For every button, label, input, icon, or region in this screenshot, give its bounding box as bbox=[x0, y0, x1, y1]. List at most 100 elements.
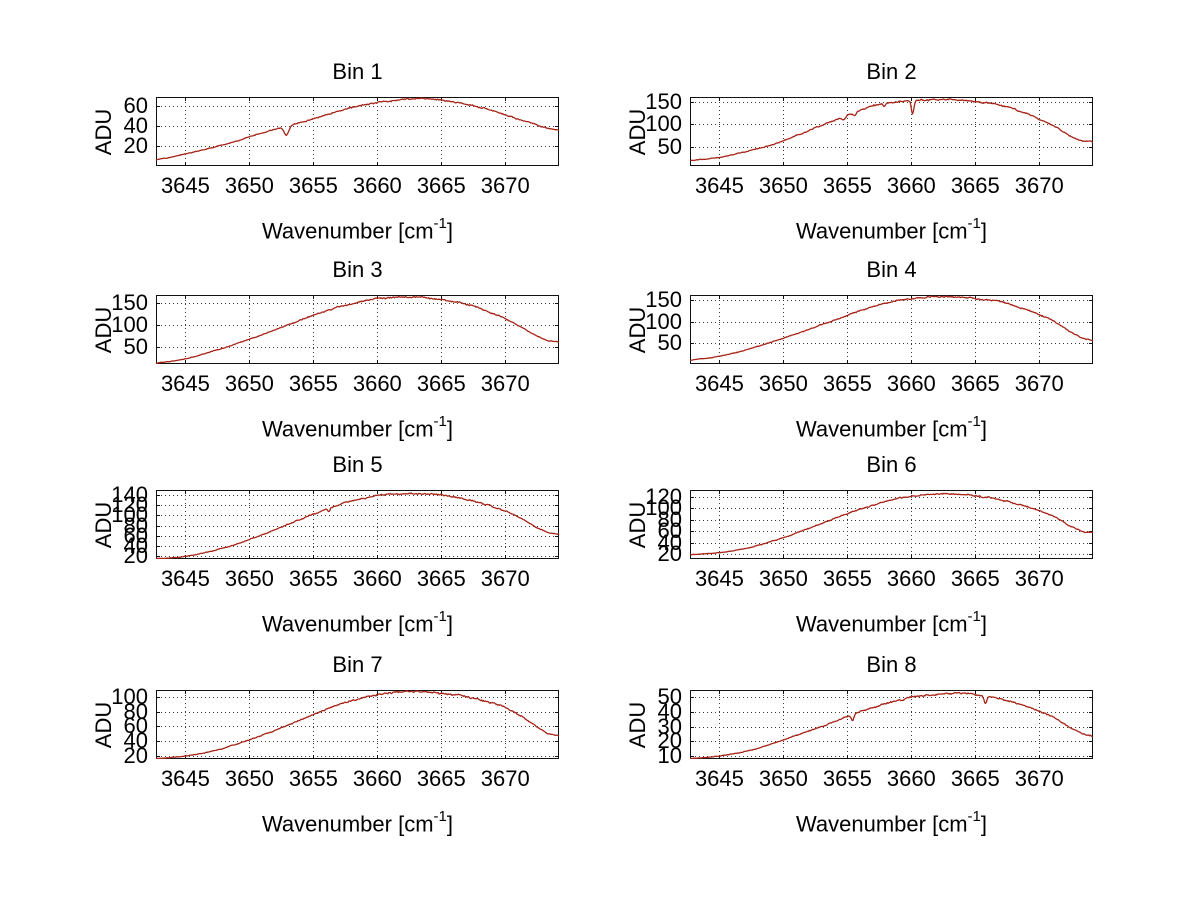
x-axis-label-text: Wavenumber [cm bbox=[261, 416, 434, 442]
y-tick-label: 20 bbox=[657, 541, 682, 567]
y-tick-label: 150 bbox=[645, 88, 682, 114]
x-tick-label: 3660 bbox=[886, 173, 936, 198]
y-tick-label: 100 bbox=[645, 308, 682, 334]
x-tick-label: 3650 bbox=[758, 371, 808, 396]
data-line bbox=[690, 98, 1094, 162]
y-tick-label: 80 bbox=[123, 698, 148, 724]
plot-canvas bbox=[156, 490, 560, 560]
x-axis-label-bracket: ] bbox=[980, 218, 988, 244]
x-axis-label: Wavenumber [cm-1] bbox=[156, 410, 559, 443]
x-axis-label-text: Wavenumber [cm bbox=[795, 611, 968, 637]
x-tick-label: 3655 bbox=[288, 371, 338, 396]
y-tick-label: 40 bbox=[123, 113, 148, 138]
x-tick-label: 3670 bbox=[1014, 173, 1064, 198]
x-tick-label: 3670 bbox=[480, 371, 530, 396]
gridlines bbox=[157, 296, 558, 363]
y-tick-label: 20 bbox=[123, 133, 148, 158]
x-axis-label-superscript: -1 bbox=[967, 413, 981, 430]
x-axis-label-bracket: ] bbox=[980, 611, 988, 637]
tick-marks bbox=[156, 690, 559, 759]
x-tick-label: 3650 bbox=[758, 566, 808, 591]
axes-box bbox=[690, 97, 1093, 166]
data-line bbox=[690, 691, 1094, 760]
x-axis-label-superscript: -1 bbox=[433, 413, 447, 430]
y-tick-label: 40 bbox=[657, 699, 682, 725]
data-line bbox=[156, 689, 560, 760]
x-axis-label-superscript: -1 bbox=[967, 608, 981, 625]
y-tick-label: 150 bbox=[645, 287, 682, 313]
data-line bbox=[156, 492, 560, 560]
x-tick-label: 3665 bbox=[416, 766, 466, 791]
x-tick-label: 3665 bbox=[950, 173, 1000, 198]
x-axis-label-bracket: ] bbox=[980, 811, 988, 837]
x-axis-label-bracket: ] bbox=[446, 611, 454, 637]
y-tick-label: 120 bbox=[111, 491, 148, 517]
x-tick-label: 3645 bbox=[160, 566, 210, 591]
x-tick-label: 3650 bbox=[224, 371, 274, 396]
x-tick-label: 3665 bbox=[416, 173, 466, 198]
y-tick-label: 10 bbox=[657, 743, 682, 769]
y-tick-label: 40 bbox=[657, 529, 682, 555]
y-tick-label: 150 bbox=[111, 290, 148, 316]
plot-canvas bbox=[155, 97, 560, 166]
x-tick-label: 3660 bbox=[352, 566, 402, 591]
x-tick-label: 3665 bbox=[416, 566, 466, 591]
x-tick-label: 3650 bbox=[224, 566, 274, 591]
y-tick-label: 60 bbox=[123, 93, 148, 118]
data-line bbox=[155, 295, 560, 365]
x-tick-label: 3650 bbox=[758, 766, 808, 791]
plot-canvas bbox=[689, 490, 1094, 559]
x-tick-label: 3665 bbox=[950, 566, 1000, 591]
x-tick-label: 3665 bbox=[950, 766, 1000, 791]
y-tick-label: 40 bbox=[123, 533, 148, 559]
x-tick-label: 3655 bbox=[822, 766, 872, 791]
gridlines bbox=[691, 98, 1092, 165]
plot-canvas bbox=[156, 689, 560, 760]
x-tick-label: 3645 bbox=[694, 766, 744, 791]
axes-box bbox=[156, 295, 559, 364]
y-tick-label: 20 bbox=[123, 543, 148, 569]
x-axis-label-bracket: ] bbox=[446, 811, 454, 837]
x-axis-label-superscript: -1 bbox=[433, 808, 447, 825]
y-tick-label: 100 bbox=[111, 311, 148, 337]
x-tick-label: 3650 bbox=[758, 173, 808, 198]
x-axis-label-superscript: -1 bbox=[967, 808, 981, 825]
plot-canvas bbox=[689, 295, 1094, 364]
y-tick-label: 30 bbox=[657, 713, 682, 739]
x-tick-label: 3645 bbox=[160, 371, 210, 396]
y-tick-label: 60 bbox=[123, 522, 148, 548]
gridlines bbox=[691, 691, 1092, 758]
tick-marks bbox=[690, 295, 1093, 364]
y-tick-label: 100 bbox=[645, 495, 682, 521]
y-tick-label: 100 bbox=[111, 683, 148, 709]
y-tick-label: 60 bbox=[123, 713, 148, 739]
x-tick-label: 3655 bbox=[288, 173, 338, 198]
y-tick-label: 50 bbox=[657, 684, 682, 710]
plot-canvas bbox=[155, 295, 560, 365]
data-line bbox=[689, 492, 1094, 556]
subplot-title: Bin 4 bbox=[866, 257, 917, 282]
y-tick-label: 80 bbox=[657, 506, 682, 532]
y-tick-label: 50 bbox=[657, 330, 682, 356]
x-axis-label: Wavenumber [cm-1] bbox=[690, 410, 1093, 443]
x-axis-label-bracket: ] bbox=[446, 218, 454, 244]
y-tick-label: 40 bbox=[123, 728, 148, 754]
x-axis-label: Wavenumber [cm-1] bbox=[156, 805, 559, 838]
x-axis-label-text: Wavenumber [cm bbox=[261, 611, 434, 637]
tick-marks bbox=[156, 97, 559, 166]
x-tick-label: 3650 bbox=[224, 766, 274, 791]
x-tick-label: 3670 bbox=[480, 173, 530, 198]
x-axis-label: Wavenumber [cm-1] bbox=[690, 212, 1093, 245]
axes-box bbox=[690, 690, 1093, 759]
y-tick-label: 20 bbox=[657, 728, 682, 754]
gridlines bbox=[157, 491, 558, 558]
x-tick-label: 3660 bbox=[352, 371, 402, 396]
x-axis-label-text: Wavenumber [cm bbox=[795, 811, 968, 837]
tick-marks bbox=[690, 97, 1093, 166]
axes-box bbox=[156, 97, 559, 166]
x-tick-label: 3645 bbox=[160, 173, 210, 198]
x-tick-label: 3665 bbox=[950, 371, 1000, 396]
data-line bbox=[155, 97, 560, 161]
x-tick-label: 3655 bbox=[822, 371, 872, 396]
x-axis-label: Wavenumber [cm-1] bbox=[156, 605, 559, 638]
